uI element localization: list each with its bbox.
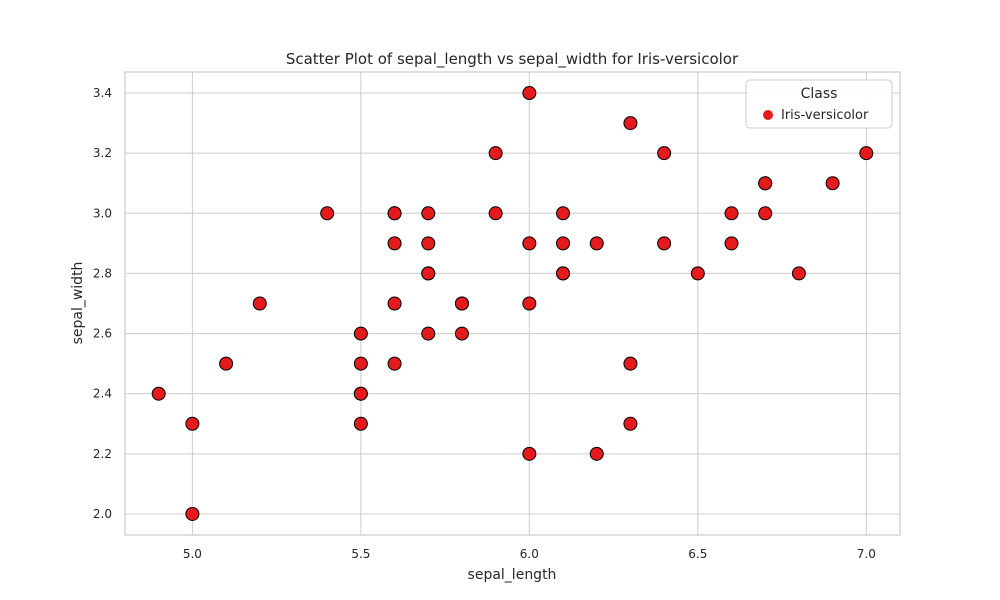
legend-title: Class [801,86,838,102]
data-point [421,266,436,281]
y-tick-label: 3.0 [93,206,112,220]
data-point [657,146,672,161]
data-point [219,356,234,371]
data-point [522,446,537,461]
data-point [859,146,874,161]
data-point [724,236,739,251]
data-point [623,356,638,371]
data-point [488,206,503,221]
data-point [185,506,200,521]
data-point [724,206,739,221]
data-point [522,86,537,101]
x-tick-label: 7.0 [857,547,876,561]
y-tick-label: 2.2 [93,447,112,461]
data-point [151,386,166,401]
data-point [556,266,571,281]
x-tick-label: 5.0 [183,547,202,561]
data-point [387,296,402,311]
data-point [589,446,604,461]
legend-marker [763,110,773,120]
data-point [185,416,200,431]
data-point [387,356,402,371]
x-tick-label: 5.5 [351,547,370,561]
data-point [387,206,402,221]
legend: Class Iris-versicolor [745,79,893,129]
data-point [454,296,469,311]
data-point [758,176,773,191]
data-point [421,326,436,341]
x-tick-labels: 5.0 5.5 6.0 6.5 7.0 [183,547,876,561]
data-point [657,236,672,251]
y-tick-labels: 2.0 2.2 2.4 2.6 2.8 3.0 3.2 3.4 [93,86,112,521]
data-point [421,206,436,221]
data-point [690,266,705,281]
data-point [353,416,368,431]
chart-title: Scatter Plot of sepal_length vs sepal_wi… [286,50,739,69]
x-tick-label: 6.0 [520,547,539,561]
data-point [623,416,638,431]
legend-box [745,79,893,129]
y-tick-label: 2.0 [93,507,112,521]
data-point [556,206,571,221]
data-point [758,206,773,221]
data-point [421,236,436,251]
data-point [353,356,368,371]
y-axis-label: sepal_width [70,262,86,345]
data-point [320,206,335,221]
data-point [454,326,469,341]
y-tick-label: 2.8 [93,266,112,280]
data-point [353,386,368,401]
data-point [791,266,806,281]
data-point [252,296,267,311]
y-tick-label: 2.4 [93,387,112,401]
data-point [522,296,537,311]
y-tick-label: 3.4 [93,86,112,100]
data-point [825,176,840,191]
legend-label-iris-versicolor: Iris-versicolor [781,108,869,123]
data-point [353,326,368,341]
y-tick-label: 3.2 [93,146,112,160]
x-tick-label: 6.5 [688,547,707,561]
data-point [556,236,571,251]
data-point [623,116,638,131]
plot-frame [124,71,901,536]
x-axis-label: sepal_length [468,567,557,583]
data-point [589,236,604,251]
data-point [522,236,537,251]
data-point [387,236,402,251]
data-points [151,86,874,521]
y-tick-label: 2.6 [93,327,112,341]
data-point [488,146,503,161]
